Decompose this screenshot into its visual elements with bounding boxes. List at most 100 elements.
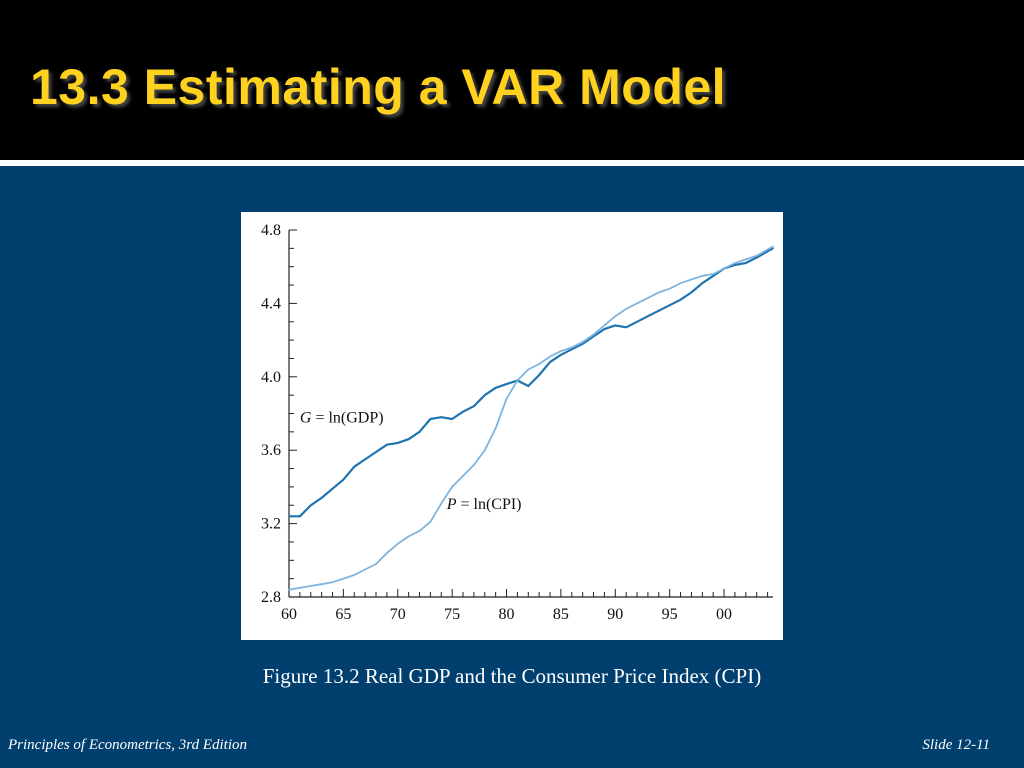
data-point: [331, 581, 334, 584]
y-tick-label: 4.0: [261, 369, 281, 386]
x-tick-label: 85: [553, 606, 569, 623]
data-point: [375, 563, 377, 565]
footer-book-title: Principles of Econometrics, 3rd Edition: [8, 737, 247, 753]
data-point: [451, 418, 453, 420]
data-point: [614, 315, 617, 318]
y-tick-label: 4.8: [261, 222, 281, 239]
data-point: [299, 515, 301, 518]
title-divider: [0, 160, 1024, 166]
data-point: [679, 282, 682, 285]
data-point: [353, 465, 356, 468]
data-point: [690, 278, 693, 281]
data-point: [581, 342, 584, 345]
data-point: [483, 394, 486, 396]
data-point: [636, 320, 638, 323]
y-tick-label: 4.4: [261, 295, 281, 312]
data-point: [473, 405, 475, 407]
data-point: [657, 309, 660, 312]
x-tick-label: 00: [716, 606, 732, 623]
y-tick-label: 2.8: [261, 589, 281, 606]
data-point: [625, 326, 627, 329]
data-point: [396, 442, 399, 444]
data-point: [375, 451, 377, 453]
data-point: [505, 398, 508, 400]
data-point: [320, 497, 323, 499]
data-point: [429, 520, 432, 523]
data-point: [668, 304, 671, 307]
title-bar: 13.3 Estimating a VAR Model: [0, 0, 1024, 160]
data-point: [592, 335, 595, 338]
data-point: [309, 504, 312, 507]
data-point: [451, 486, 453, 488]
data-point: [407, 438, 410, 440]
data-point: [755, 256, 758, 259]
x-tick-label: 65: [335, 606, 351, 623]
chart-series: [288, 245, 774, 591]
data-point: [440, 502, 443, 505]
data-point: [418, 530, 421, 532]
data-point: [745, 262, 747, 264]
data-point: [603, 324, 606, 327]
data-point: [407, 535, 410, 538]
data-point: [647, 315, 649, 318]
figure-caption: Figure 13.2 Real GDP and the Consumer Pr…: [262, 664, 762, 688]
line-chart: 60 65 70 75 80 85 90 95 00 2.8 3.2 3.6 4.0 4.4 4.8 G =…: [261, 222, 774, 623]
data-point: [473, 464, 475, 466]
series-label-cpi: P = ln(CPI): [446, 496, 522, 513]
x-tick-label: 70: [390, 606, 406, 623]
data-point: [625, 308, 627, 310]
data-point: [342, 577, 345, 580]
data-point: [331, 487, 334, 490]
x-tick-label: 80: [499, 606, 515, 623]
slide-title: 13.3 Estimating a VAR Model: [30, 59, 727, 115]
data-point: [570, 346, 573, 349]
data-point: [690, 291, 693, 294]
series-label-text: = ln(GDP): [311, 410, 383, 427]
data-point: [560, 353, 562, 356]
footer-slide-number: Slide 12-11: [922, 737, 990, 753]
data-point: [364, 458, 366, 461]
data-point: [527, 368, 530, 371]
data-point: [712, 273, 714, 275]
data-point: [483, 449, 486, 451]
data-point: [636, 302, 638, 305]
data-point: [734, 262, 736, 264]
data-point: [429, 418, 432, 420]
series-label-gdp: G = ln(GDP): [300, 410, 384, 427]
data-point: [418, 431, 421, 433]
data-point: [549, 355, 551, 358]
data-point: [603, 328, 606, 330]
data-point: [549, 361, 551, 363]
data-point: [538, 374, 540, 376]
data-point: [386, 552, 388, 554]
x-tick-label: 90: [607, 606, 623, 623]
data-point: [592, 333, 595, 336]
data-point: [320, 583, 323, 585]
data-point: [679, 298, 682, 301]
data-point: [494, 427, 497, 429]
data-point: [538, 363, 540, 365]
data-point: [772, 247, 774, 250]
y-tick-label: 3.2: [261, 516, 281, 533]
x-tick-label: 95: [662, 606, 678, 623]
data-point: [299, 587, 301, 589]
series-label-symbol: P: [446, 496, 457, 513]
data-point: [505, 383, 508, 385]
y-tick-label: 3.6: [261, 442, 281, 459]
data-point: [581, 341, 584, 343]
x-tick-label: 75: [444, 606, 460, 623]
data-point: [516, 379, 519, 382]
data-point: [342, 478, 345, 481]
data-point: [668, 287, 671, 290]
data-point: [701, 275, 704, 277]
x-tick-label: 60: [281, 606, 297, 623]
series-line-gdp: [289, 247, 774, 518]
data-point: [494, 387, 497, 389]
data-point: [386, 443, 388, 446]
data-point: [462, 410, 464, 413]
data-point: [647, 297, 649, 299]
data-point: [570, 348, 573, 351]
data-point: [440, 416, 443, 418]
data-point: [560, 350, 562, 352]
data-point: [288, 588, 290, 591]
